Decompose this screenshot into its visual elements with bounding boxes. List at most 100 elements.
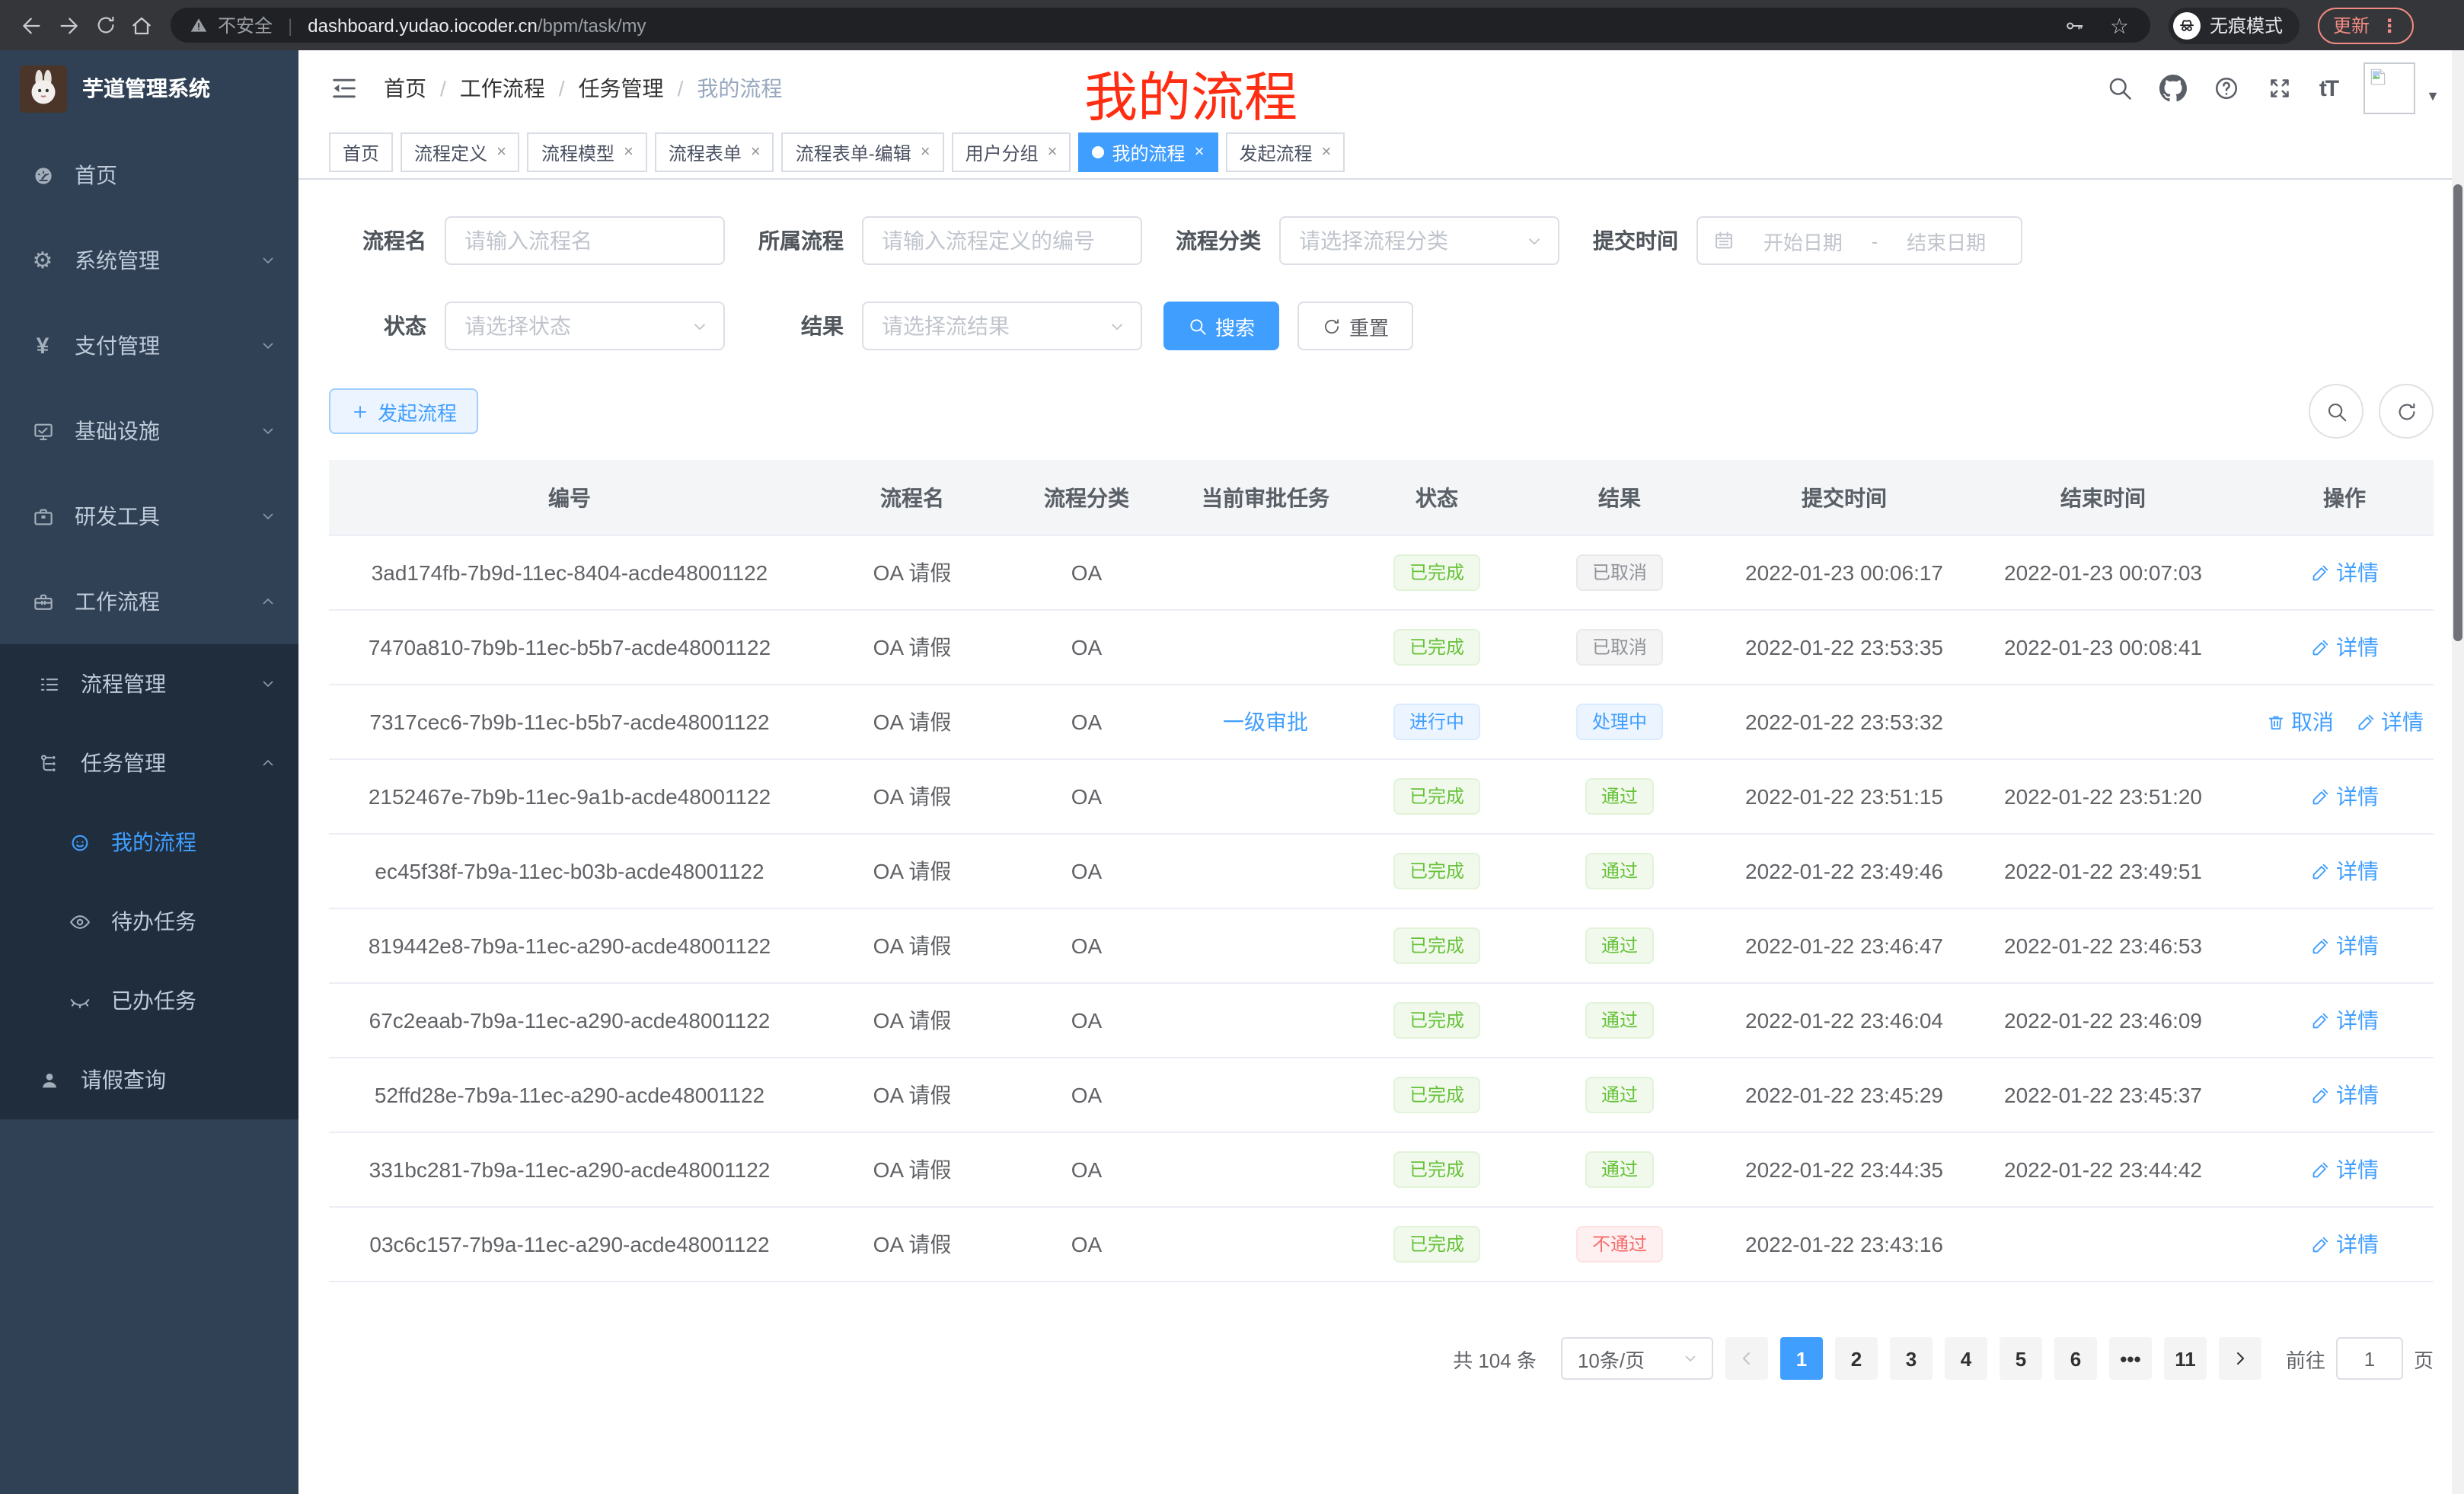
reset-button[interactable]: 重置 <box>1297 302 1414 350</box>
help-icon[interactable] <box>2213 75 2240 102</box>
back-icon[interactable] <box>15 7 49 43</box>
close-icon[interactable]: × <box>1047 143 1058 161</box>
close-icon[interactable]: × <box>1321 143 1332 161</box>
cancel-link[interactable]: 取消 <box>2265 707 2334 737</box>
tab-我的流程[interactable]: 我的流程 × <box>1078 132 1218 172</box>
scrollbar-thumb[interactable] <box>2453 184 2462 641</box>
cell-category: OA <box>1014 685 1159 760</box>
fullscreen-icon[interactable] <box>2266 75 2293 102</box>
sidebar-item-待办任务[interactable]: 待办任务 <box>0 882 298 961</box>
scrollbar[interactable] <box>2452 50 2464 1494</box>
close-icon[interactable]: × <box>496 143 506 161</box>
sidebar-item-label: 待办任务 <box>111 909 196 934</box>
sidebar-item-任务管理[interactable]: 任务管理 <box>0 723 298 803</box>
close-icon[interactable]: × <box>920 143 930 161</box>
detail-link[interactable]: 详情 <box>2310 632 2379 662</box>
url-bar[interactable]: 不安全 | dashboard.yudao.iocoder.cn/bpm/tas… <box>171 8 2150 43</box>
menu-dots-icon[interactable]: ⋮ <box>2380 14 2399 36</box>
avatar[interactable] <box>2363 62 2416 114</box>
tab-用户分组[interactable]: 用户分组 × <box>951 132 1071 172</box>
sidebar-item-首页[interactable]: 首页 <box>0 132 298 218</box>
category-select[interactable]: 请选择流程分类 <box>1279 216 1559 265</box>
sidebar-item-基础设施[interactable]: 基础设施 <box>0 388 298 474</box>
bookmark-star-icon[interactable]: ☆ <box>2109 13 2129 37</box>
logo[interactable]: 芋道管理系统 <box>0 50 298 126</box>
detail-link[interactable]: 详情 <box>2310 1154 2379 1185</box>
cell-submitted: 2022-01-22 23:46:04 <box>1738 983 1951 1058</box>
cell-actions: 详情 <box>2255 1058 2434 1133</box>
chevron-down-icon[interactable]: ▼ <box>2426 88 2440 104</box>
tab-流程表单-编辑[interactable]: 流程表单-编辑 × <box>781 132 944 172</box>
pager-ellipsis[interactable]: ••• <box>2108 1337 2152 1380</box>
column-header-提交时间: 提交时间 <box>1738 460 1951 536</box>
next-page-button[interactable] <box>2218 1337 2261 1380</box>
detail-link[interactable]: 详情 <box>2355 707 2424 737</box>
submit-time-range[interactable]: 开始日期 - 结束日期 <box>1696 216 2022 265</box>
sidebar-item-label: 基础设施 <box>75 419 160 443</box>
breadcrumb-item[interactable]: 任务管理 <box>578 76 664 101</box>
toggle-search-button[interactable] <box>2309 384 2363 439</box>
page-size-select[interactable]: 10条/页 <box>1560 1337 1713 1380</box>
page-button-2[interactable]: 2 <box>1834 1337 1878 1380</box>
breadcrumb-item[interactable]: 工作流程 <box>459 76 545 101</box>
tab-首页[interactable]: 首页 <box>329 132 394 172</box>
status-select[interactable]: 请选择状态 <box>445 302 725 350</box>
page-button-1[interactable]: 1 <box>1779 1337 1823 1380</box>
page-button-11[interactable]: 11 <box>2163 1337 2207 1380</box>
sidebar-item-我的流程[interactable]: 我的流程 <box>0 803 298 882</box>
tab-发起流程[interactable]: 发起流程 × <box>1225 132 1345 172</box>
tab-流程定义[interactable]: 流程定义 × <box>401 132 520 172</box>
key-icon[interactable] <box>2064 14 2086 36</box>
update-button[interactable]: 更新 ⋮ <box>2318 7 2415 43</box>
sidebar-item-工作流程[interactable]: 工作流程 <box>0 559 298 644</box>
detail-link[interactable]: 详情 <box>2310 1080 2379 1110</box>
cell-result: 已取消 <box>1502 610 1738 685</box>
result-badge: 处理中 <box>1576 704 1662 740</box>
page-button-3[interactable]: 3 <box>1889 1337 1933 1380</box>
tab-流程表单[interactable]: 流程表单 × <box>654 132 774 172</box>
detail-link[interactable]: 详情 <box>2310 557 2379 588</box>
create-process-button[interactable]: 发起流程 <box>329 388 479 434</box>
tab-流程模型[interactable]: 流程模型 × <box>527 132 647 172</box>
jump-page-input[interactable] <box>2335 1337 2403 1380</box>
detail-link[interactable]: 详情 <box>2310 1005 2379 1036</box>
detail-link[interactable]: 详情 <box>2310 856 2379 886</box>
search-button[interactable]: 搜索 <box>1163 302 1280 350</box>
page-button-6[interactable]: 6 <box>2054 1337 2097 1380</box>
sidebar-item-已办任务[interactable]: 已办任务 <box>0 961 298 1040</box>
forward-icon[interactable] <box>52 7 85 43</box>
search-icon[interactable] <box>2106 75 2134 102</box>
cell-name: OA 请假 <box>810 685 1014 760</box>
home-icon[interactable] <box>125 7 158 43</box>
sidebar-item-研发工具[interactable]: 研发工具 <box>0 474 298 559</box>
close-icon[interactable]: × <box>1194 143 1205 161</box>
breadcrumb-item[interactable]: 首页 <box>384 76 426 101</box>
dashboard-icon <box>30 164 55 187</box>
close-icon[interactable]: × <box>623 143 634 161</box>
range-separator: - <box>1871 229 1878 252</box>
jump-label: 前往 <box>2285 1349 2325 1371</box>
page-button-5[interactable]: 5 <box>1999 1337 2042 1380</box>
table-row: ec45f38f-7b9a-11ec-b03b-acde48001122 OA … <box>329 834 2434 909</box>
collapse-menu-icon[interactable] <box>329 73 359 104</box>
sidebar-item-系统管理[interactable]: ⚙ 系统管理 <box>0 218 298 303</box>
result-select[interactable]: 请选择流结果 <box>862 302 1142 350</box>
sidebar-item-流程管理[interactable]: 流程管理 <box>0 644 298 723</box>
prev-page-button[interactable] <box>1725 1337 1768 1380</box>
page-button-4[interactable]: 4 <box>1944 1337 1987 1380</box>
detail-link[interactable]: 详情 <box>2310 1229 2379 1259</box>
detail-link[interactable]: 详情 <box>2310 931 2379 961</box>
table-row: 819442e8-7b9a-11ec-a290-acde48001122 OA … <box>329 908 2434 984</box>
process-name-input[interactable] <box>445 216 725 265</box>
github-icon[interactable] <box>2159 75 2187 102</box>
parent-process-input[interactable] <box>862 216 1142 265</box>
refresh-table-button[interactable] <box>2379 384 2434 439</box>
close-icon[interactable]: × <box>750 143 761 161</box>
sidebar-item-支付管理[interactable]: ¥ 支付管理 <box>0 303 298 388</box>
font-size-icon[interactable]: tT <box>2319 75 2339 101</box>
sidebar-item-请假查询[interactable]: 请假查询 <box>0 1040 298 1119</box>
result-label: 结果 <box>801 314 844 338</box>
reload-icon[interactable] <box>88 7 122 43</box>
task-link[interactable]: 一级审批 <box>1223 710 1308 734</box>
detail-link[interactable]: 详情 <box>2310 781 2379 812</box>
